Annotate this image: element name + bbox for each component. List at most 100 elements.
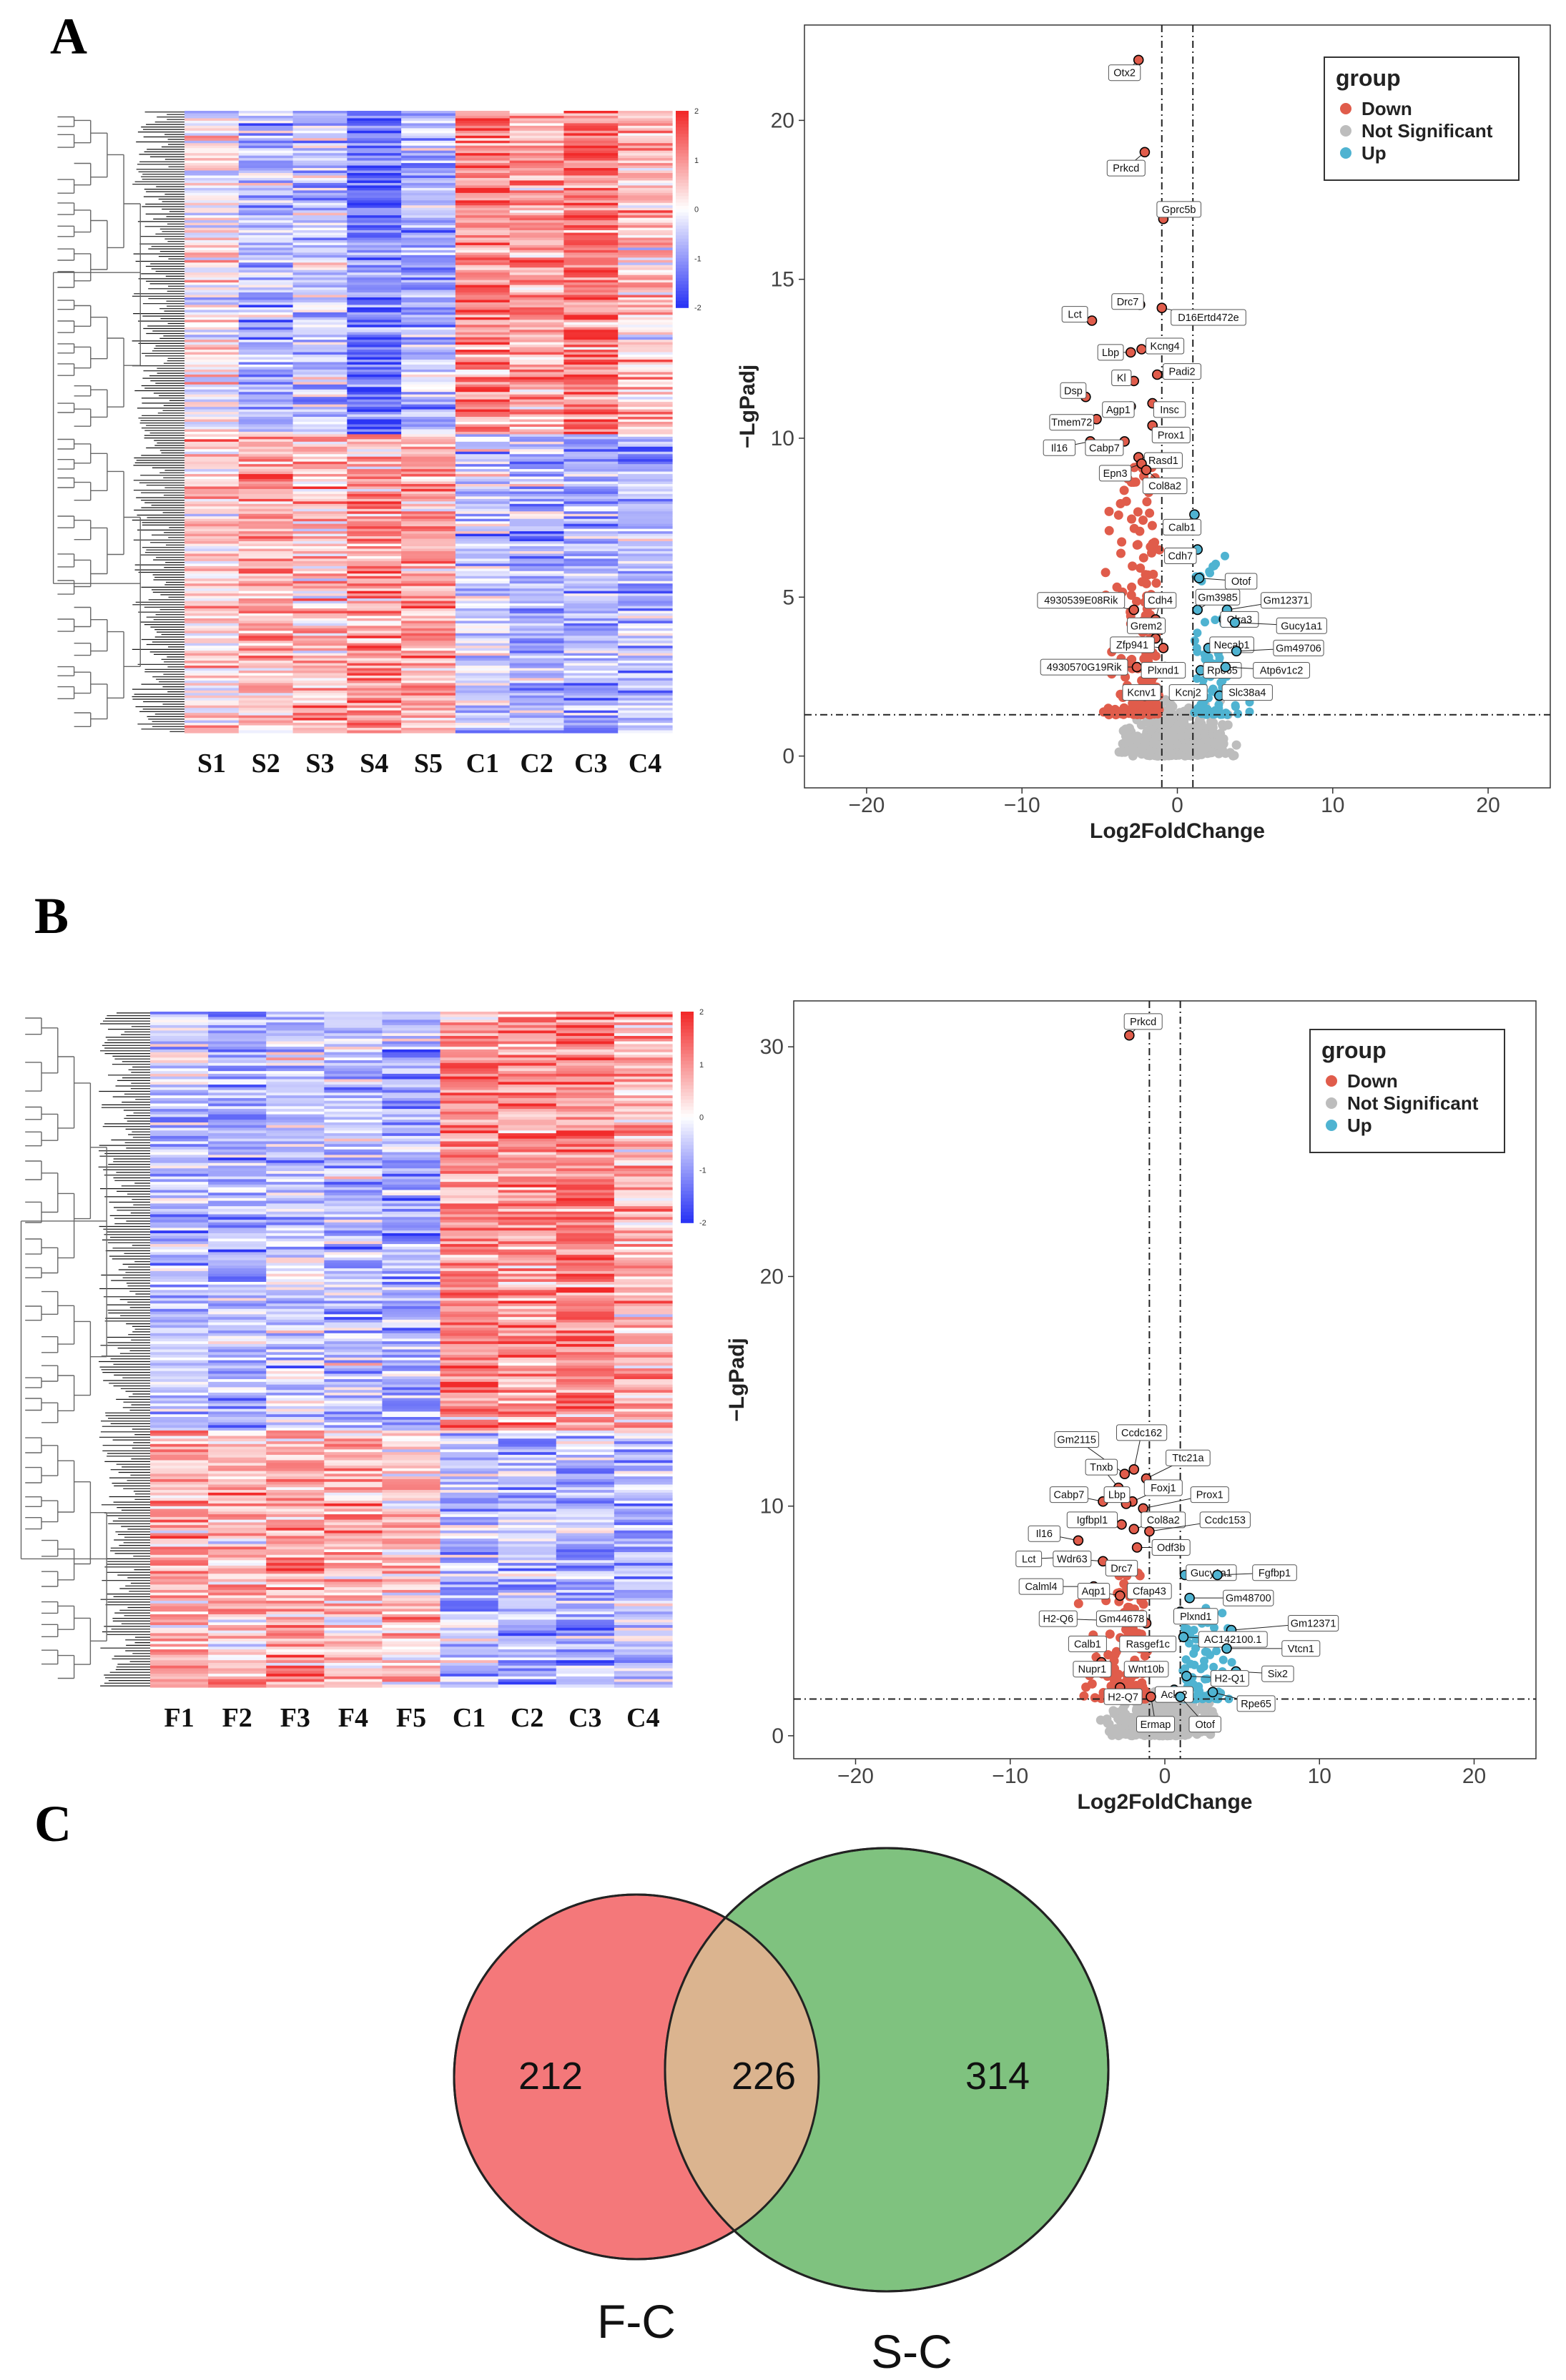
heatmap-cell	[208, 1249, 267, 1253]
heatmap-cell	[292, 488, 348, 493]
heatmap-cell	[347, 245, 402, 248]
heatmap-cell	[347, 611, 402, 614]
heatmap-b-cells	[150, 1012, 673, 1688]
heatmap-cell	[238, 626, 294, 629]
colorbar-step	[676, 176, 689, 181]
heatmap-cell	[455, 282, 511, 286]
heatmap-cell	[292, 576, 348, 579]
heatmap-cell	[563, 252, 619, 256]
heatmap-cell	[208, 1049, 267, 1053]
heatmap-cell	[401, 402, 456, 405]
heatmap-cell	[208, 1230, 267, 1234]
heatmap-cell	[208, 1097, 267, 1102]
heatmap-cell	[614, 1222, 673, 1226]
heatmap-cell	[184, 155, 240, 159]
heatmap-cell	[614, 1270, 673, 1275]
heatmap-cell	[455, 367, 511, 370]
heatmap-cell	[184, 439, 240, 443]
heatmap-cell	[324, 1106, 383, 1110]
colorbar-tick-label: 0	[694, 206, 699, 214]
heatmap-cell	[614, 1125, 673, 1129]
heatmap-cell	[618, 374, 673, 377]
heatmap-cell	[324, 1090, 383, 1093]
heatmap-cell	[455, 556, 511, 559]
colorbar-step	[676, 229, 689, 233]
heatmap-cell	[292, 362, 348, 365]
heatmap-cell	[455, 192, 511, 196]
heatmap-cell	[184, 252, 240, 256]
heatmap-cell	[455, 399, 511, 403]
heatmap-cell	[238, 305, 294, 308]
gene-label: Gm49706	[1276, 643, 1321, 654]
heatmap-cell	[266, 1273, 325, 1278]
heatmap-cell	[509, 422, 565, 425]
gene-label-box	[1276, 617, 1327, 634]
heatmap-cell	[440, 1200, 499, 1204]
heatmap-cell	[563, 272, 619, 276]
heatmap-cell	[238, 155, 294, 159]
heatmap-cell	[184, 237, 240, 241]
heatmap-cell	[401, 123, 456, 127]
heatmap-cell	[324, 1047, 383, 1050]
heatmap-cell	[618, 708, 673, 711]
heatmap-cell	[292, 247, 348, 251]
heatmap-cell	[292, 546, 348, 550]
heatmap-cell	[618, 330, 673, 333]
heatmap-cell	[292, 138, 348, 142]
heatmap-cell	[208, 1241, 267, 1245]
heatmap-cell	[184, 379, 240, 382]
heatmap-cell	[563, 292, 619, 296]
heatmap-cell	[563, 350, 619, 353]
heatmap-cell	[563, 598, 619, 602]
heatmap-cell	[184, 695, 240, 698]
heatmap-cell	[614, 1152, 673, 1155]
heatmap-cell	[455, 185, 511, 189]
colorbar-step	[676, 127, 689, 132]
heatmap-cell	[347, 700, 402, 703]
heatmap-cell	[618, 668, 673, 671]
heatmap-cell	[238, 434, 294, 438]
heatmap-cell	[238, 459, 294, 463]
heatmap-cell	[455, 548, 511, 552]
heatmap-cell	[150, 1027, 209, 1032]
heatmap-cell	[292, 508, 348, 512]
heatmap-cell	[618, 232, 673, 236]
heatmap-cell	[556, 1270, 615, 1275]
heatmap-cell	[347, 173, 402, 177]
heatmap-cell	[184, 613, 240, 617]
heatmap-cell	[556, 1200, 615, 1204]
heatmap-cell	[238, 212, 294, 216]
gene-label: Atp6v1c2	[1260, 666, 1303, 677]
heatmap-cell	[208, 1152, 267, 1155]
heatmap-cell	[184, 488, 240, 493]
colorbar-tick-label: -1	[694, 255, 701, 263]
heatmap-cell	[382, 1062, 441, 1067]
heatmap-cell	[509, 616, 565, 619]
heatmap-cell	[150, 1049, 209, 1053]
heatmap-cell	[498, 1130, 557, 1134]
heatmap-cell	[184, 337, 240, 340]
heatmap-cell	[208, 1027, 267, 1032]
heatmap-cell	[455, 374, 511, 377]
heatmap-cell	[401, 138, 456, 142]
heatmap-cell	[266, 1265, 325, 1269]
heatmap-cell	[292, 633, 348, 636]
heatmap-cell	[509, 312, 565, 315]
heatmap-cell	[509, 643, 565, 646]
heatmap-cell	[618, 290, 673, 293]
heatmap-cell	[509, 195, 565, 199]
heatmap-cell	[455, 528, 511, 532]
heatmap-cell	[266, 1135, 325, 1140]
heatmap-cell	[292, 548, 348, 552]
heatmap-cell	[498, 1019, 557, 1023]
heatmap-cell	[184, 150, 240, 154]
heatmap-cell	[184, 571, 240, 574]
heatmap-cell	[563, 715, 619, 719]
heatmap-cell	[440, 1057, 499, 1061]
heatmap-cell	[618, 713, 673, 716]
heatmap-cell	[401, 486, 456, 490]
heatmap-cell	[184, 407, 240, 410]
heatmap-cell	[184, 262, 240, 266]
heatmap-cell	[347, 220, 402, 224]
gene-label-box	[1110, 636, 1155, 653]
